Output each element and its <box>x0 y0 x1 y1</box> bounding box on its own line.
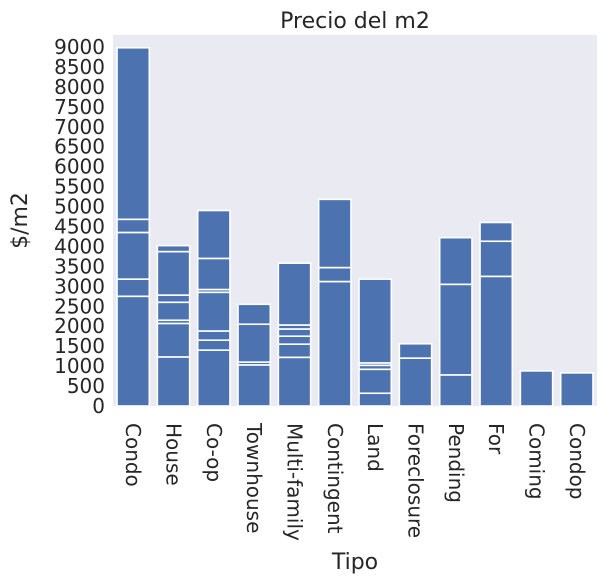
y-tick-label: 9000 <box>54 35 105 59</box>
bar-segment-foreclosure-2 <box>398 342 433 359</box>
bar-segment-condo-5 <box>116 46 151 221</box>
bar-segment-contingent-3 <box>317 198 352 269</box>
bar-segment-house-7 <box>156 244 191 253</box>
bar-segment-house-2 <box>156 322 191 358</box>
y-tick-label: 4000 <box>54 234 105 258</box>
bar-segment-townhouse-4 <box>237 303 272 326</box>
y-tick-label: 8500 <box>54 55 105 79</box>
y-tick-label: 1000 <box>54 354 105 378</box>
bar-segment-multi-family-3 <box>277 335 312 345</box>
y-tick-label: 1500 <box>54 334 105 358</box>
y-tick-label: 2000 <box>54 314 105 338</box>
bar-segment-condo-3 <box>116 231 151 280</box>
y-axis-label: $/m2 <box>8 192 33 249</box>
bar-segment-pending-2 <box>438 283 473 376</box>
bar-segment-for-1 <box>479 275 514 407</box>
y-tick-label: 3000 <box>54 274 105 298</box>
bar-segment-coming-1 <box>519 370 554 407</box>
bar-segment-for-2 <box>479 240 514 278</box>
y-tick-label: 5500 <box>54 175 105 199</box>
x-tick-label: Multi-family <box>283 423 307 541</box>
x-tick-label: Foreclosure <box>404 423 428 538</box>
x-tick-label: Pending <box>444 423 468 503</box>
y-tick-label: 8000 <box>54 75 105 99</box>
x-tick-label: Coming <box>525 423 549 500</box>
x-tick-label: Townhouse <box>242 422 266 533</box>
bar-segment-for-3 <box>479 221 514 243</box>
bar-segment-condo-2 <box>116 278 151 298</box>
bar-segment-condo-4 <box>116 218 151 234</box>
plot-area <box>113 35 597 406</box>
x-axis-label: Tipo <box>331 550 378 575</box>
x-tick-label: Co-op <box>202 423 226 482</box>
bar-segment-co-op-7 <box>196 209 231 260</box>
y-tick-label: 6000 <box>54 155 105 179</box>
x-tick-label: House <box>162 423 186 486</box>
bar-segment-pending-3 <box>438 236 473 286</box>
y-tick-label: 4500 <box>54 214 105 238</box>
bar-segment-foreclosure-1 <box>398 357 433 407</box>
bar-segment-co-op-3 <box>196 330 231 341</box>
y-tick-label: 7000 <box>54 115 105 139</box>
bar-segment-multi-family-4 <box>277 328 312 337</box>
y-tick-labels: 0500100015002000250030003500400045005000… <box>54 35 105 418</box>
bar-segment-house-6 <box>156 250 191 296</box>
bar-segment-contingent-2 <box>317 266 352 283</box>
x-tick-label: Condo <box>121 423 145 487</box>
bar-segment-co-op-6 <box>196 257 231 291</box>
bar-segment-multi-family-1 <box>277 356 312 407</box>
y-tick-label: 5000 <box>54 195 105 219</box>
bar-segment-co-op-2 <box>196 339 231 351</box>
bar-segment-house-1 <box>156 356 191 407</box>
bar-segment-multi-family-2 <box>277 343 312 359</box>
y-tick-label: 0 <box>92 394 105 418</box>
chart-title: Precio del m2 <box>280 9 430 34</box>
x-tick-label: Contingent <box>323 423 347 534</box>
bar-segment-co-op-1 <box>196 349 231 407</box>
bar-segment-contingent-1 <box>317 280 352 407</box>
bar-segment-house-5 <box>156 294 191 304</box>
bars-group <box>116 46 594 407</box>
bar-segment-land-5 <box>358 278 393 364</box>
x-tick-label: For <box>484 423 508 455</box>
x-tick-label: Land <box>363 423 387 472</box>
bar-segment-house-4 <box>156 301 191 322</box>
y-tick-label: 6500 <box>54 135 105 159</box>
bar-segment-co-op-4 <box>196 291 231 332</box>
y-tick-label: 500 <box>67 374 105 398</box>
bar-segment-condo-1 <box>116 295 151 407</box>
x-tick-label: Condop <box>565 423 589 500</box>
bar-segment-pending-1 <box>438 374 473 407</box>
y-tick-label: 3500 <box>54 254 105 278</box>
y-tick-label: 2500 <box>54 294 105 318</box>
x-tick-labels: Condo House Co-op Townhouse Multi-family Cont… <box>121 422 589 541</box>
bar-segment-land-1 <box>358 392 393 407</box>
bar-segment-land-2 <box>358 368 393 395</box>
bar-segment-condop-1 <box>559 372 594 407</box>
bar-segment-multi-family-6 <box>277 262 312 326</box>
bar-segment-townhouse-3 <box>237 323 272 363</box>
bar-segment-townhouse-1 <box>237 364 272 407</box>
y-tick-label: 7500 <box>54 95 105 119</box>
